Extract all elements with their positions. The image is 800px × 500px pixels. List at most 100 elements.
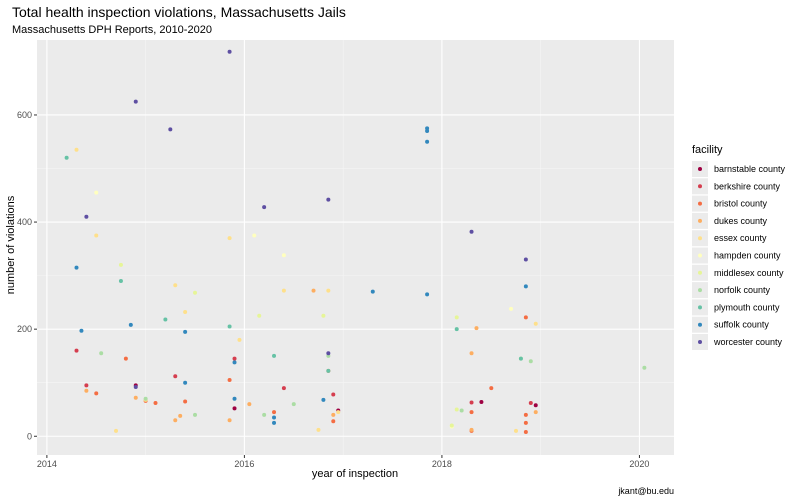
data-point bbox=[281, 386, 286, 391]
data-point bbox=[183, 399, 188, 404]
data-point bbox=[331, 412, 336, 417]
data-point bbox=[469, 427, 474, 432]
data-point bbox=[118, 262, 123, 267]
data-point bbox=[227, 236, 232, 241]
legend-marker bbox=[698, 236, 702, 241]
data-point bbox=[281, 253, 286, 258]
data-point bbox=[642, 365, 647, 370]
data-point bbox=[99, 351, 104, 356]
data-point bbox=[123, 356, 128, 361]
data-point bbox=[321, 397, 326, 402]
legend-marker bbox=[698, 305, 702, 310]
data-point bbox=[227, 324, 232, 329]
y-axis: 0 200 400 600 bbox=[17, 110, 37, 441]
data-point bbox=[247, 402, 252, 407]
chart-subtitle: Massachusetts DPH Reports, 2010-2020 bbox=[12, 24, 212, 36]
legend-label: suffolk county bbox=[714, 320, 769, 330]
data-point bbox=[281, 288, 286, 293]
data-point bbox=[523, 284, 528, 289]
legend-label: dukes county bbox=[714, 216, 768, 226]
data-point bbox=[523, 420, 528, 425]
legend-label: plymouth county bbox=[714, 302, 780, 312]
data-point bbox=[425, 129, 430, 134]
data-point bbox=[509, 306, 514, 311]
data-point bbox=[84, 383, 89, 388]
legend-label: middlesex county bbox=[714, 268, 784, 278]
legend-marker bbox=[698, 218, 702, 223]
data-point bbox=[513, 428, 518, 433]
data-point bbox=[425, 292, 430, 297]
data-point bbox=[291, 402, 296, 407]
data-point bbox=[454, 327, 459, 332]
data-point bbox=[74, 147, 79, 152]
x-axis-title: year of inspection bbox=[312, 468, 398, 480]
data-point bbox=[84, 214, 89, 219]
data-point bbox=[336, 410, 341, 415]
data-point bbox=[469, 351, 474, 356]
legend-marker bbox=[698, 288, 702, 293]
legend-marker bbox=[698, 184, 702, 189]
data-point bbox=[173, 418, 178, 423]
data-point bbox=[370, 289, 375, 294]
data-point bbox=[64, 155, 69, 160]
data-point bbox=[469, 229, 474, 234]
data-point bbox=[425, 139, 430, 144]
data-point bbox=[331, 419, 336, 424]
data-point bbox=[479, 399, 484, 404]
data-point bbox=[232, 396, 237, 401]
data-point bbox=[523, 257, 528, 262]
data-point bbox=[193, 412, 198, 417]
data-point bbox=[449, 423, 454, 428]
legend: facility barnstable county berkshire coun… bbox=[692, 144, 786, 350]
gridlines bbox=[37, 40, 674, 455]
data-point bbox=[232, 356, 237, 361]
data-point bbox=[474, 326, 479, 331]
legend-marker bbox=[698, 340, 702, 344]
y-tick-label: 200 bbox=[17, 324, 32, 334]
data-point bbox=[326, 288, 331, 293]
data-point bbox=[133, 395, 138, 400]
data-point bbox=[533, 403, 538, 408]
data-point bbox=[533, 410, 538, 415]
data-point bbox=[227, 418, 232, 423]
data-point bbox=[183, 380, 188, 385]
y-axis-title: number of violations bbox=[5, 195, 17, 294]
data-point bbox=[533, 321, 538, 326]
data-point bbox=[331, 392, 336, 397]
data-point bbox=[272, 420, 277, 425]
data-point bbox=[272, 410, 277, 415]
data-point bbox=[193, 290, 198, 295]
data-point bbox=[321, 313, 326, 318]
legend-title: facility bbox=[692, 144, 723, 156]
data-point bbox=[128, 322, 133, 327]
data-point bbox=[523, 412, 528, 417]
x-tick-label: 2016 bbox=[234, 459, 254, 469]
legend-marker bbox=[698, 201, 702, 206]
data-point bbox=[272, 415, 277, 420]
data-point bbox=[252, 233, 257, 238]
data-point bbox=[454, 315, 459, 320]
data-point bbox=[518, 356, 523, 361]
data-point bbox=[528, 401, 533, 406]
data-point bbox=[326, 197, 331, 202]
data-point bbox=[262, 412, 267, 417]
data-point bbox=[94, 391, 99, 396]
data-point bbox=[133, 99, 138, 104]
data-point bbox=[118, 278, 123, 283]
data-point bbox=[227, 378, 232, 383]
data-point bbox=[74, 265, 79, 270]
data-point bbox=[469, 410, 474, 415]
legend-marker bbox=[698, 167, 702, 171]
data-point bbox=[523, 429, 528, 434]
legend-label: berkshire county bbox=[714, 181, 781, 191]
data-point bbox=[311, 288, 316, 293]
data-point bbox=[168, 127, 173, 132]
legend-label: bristol county bbox=[714, 199, 768, 209]
data-point bbox=[163, 317, 168, 322]
data-point bbox=[232, 360, 237, 365]
y-tick-label: 0 bbox=[27, 431, 32, 441]
data-point bbox=[272, 353, 277, 358]
data-point bbox=[326, 368, 331, 373]
legend-marker bbox=[698, 322, 702, 327]
